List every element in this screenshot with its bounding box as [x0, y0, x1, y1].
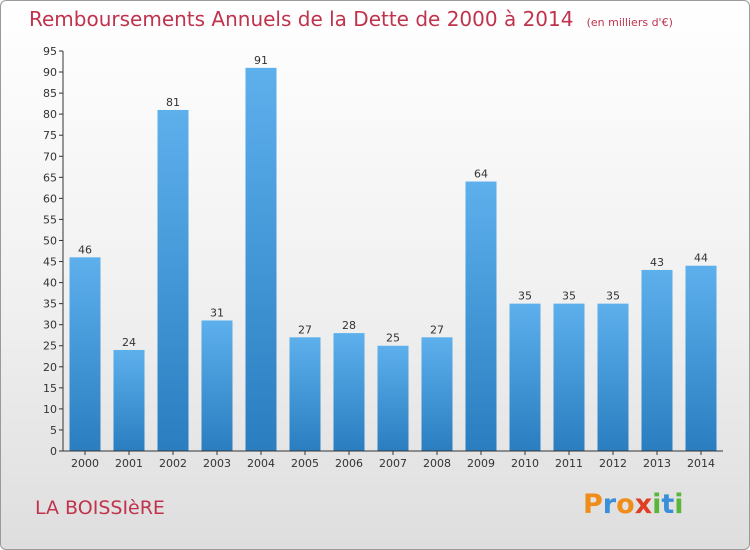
x-tick-label: 2009	[467, 457, 495, 470]
bar-value-label: 43	[650, 256, 664, 269]
title-row: Remboursements Annuels de la Dette de 20…	[29, 7, 673, 31]
bar-value-label: 25	[386, 332, 400, 345]
bar-value-label: 28	[342, 319, 356, 332]
y-tick-label: 20	[43, 361, 57, 374]
bar-value-label: 24	[122, 336, 136, 349]
y-tick-label: 25	[43, 340, 57, 353]
bar-2000	[69, 257, 101, 451]
y-tick-label: 40	[43, 277, 57, 290]
bar-2008	[421, 337, 453, 451]
x-tick-label: 2014	[687, 457, 715, 470]
bar-value-label: 91	[254, 54, 268, 67]
bar-value-label: 46	[78, 243, 92, 256]
bar-2005	[289, 337, 321, 451]
bar-2001	[113, 349, 145, 451]
x-tick-label: 2003	[203, 457, 231, 470]
bar-value-label: 35	[562, 290, 576, 303]
y-tick-label: 95	[43, 45, 57, 58]
bar-value-label: 27	[298, 323, 312, 336]
bar-2010	[509, 303, 541, 451]
x-tick-label: 2002	[159, 457, 187, 470]
x-tick-label: 2012	[599, 457, 627, 470]
y-tick-label: 80	[43, 108, 57, 121]
bar-2009	[465, 181, 497, 452]
logo-letter: x	[634, 489, 653, 520]
bar-2011	[553, 303, 585, 451]
y-tick-label: 0	[50, 445, 57, 458]
chart-title: Remboursements Annuels de la Dette de 20…	[29, 7, 574, 31]
y-tick-label: 10	[43, 403, 57, 416]
y-tick-label: 15	[43, 382, 57, 395]
bar-2014	[685, 265, 717, 451]
y-tick-label: 65	[43, 171, 57, 184]
x-tick-label: 2004	[247, 457, 275, 470]
logo-letter: i	[674, 489, 684, 520]
x-tick-label: 2006	[335, 457, 363, 470]
chart-subtitle: (en milliers d'€)	[586, 16, 673, 29]
proxiti-logo[interactable]: Proxiti	[583, 489, 684, 520]
bar-2007	[377, 345, 409, 451]
y-tick-label: 35	[43, 298, 57, 311]
logo-letter: t	[661, 489, 675, 520]
bar-2013	[641, 269, 673, 451]
x-axis: 2000 2001 2002 2003 2004 2005 2006 2007 2008 2009…	[63, 450, 723, 470]
y-tick-label: 70	[43, 150, 57, 163]
y-tick-label: 75	[43, 129, 57, 142]
bar-value-label: 31	[210, 306, 224, 319]
y-tick-label: 50	[43, 234, 57, 247]
bar-2012	[597, 303, 629, 451]
x-tick-label: 2000	[71, 457, 99, 470]
y-tick-label: 60	[43, 192, 57, 205]
bar-value-label: 27	[430, 323, 444, 336]
y-tick-label: 45	[43, 256, 57, 269]
y-axis: 0 5 10 15 20 25 30 35 40 45 50 55 60 65 70 75 80 85 90 95	[43, 45, 64, 458]
bar-value-label: 35	[518, 290, 532, 303]
logo-letter: o	[616, 489, 635, 520]
y-tick-label: 55	[43, 213, 57, 226]
x-tick-label: 2001	[115, 457, 143, 470]
bar-value-label: 64	[474, 168, 488, 181]
y-tick-label: 90	[43, 66, 57, 79]
bars-group: 46 24 81 31 91 27 28 25 27 64 35 35 35 43 44	[69, 54, 717, 452]
y-tick-label: 5	[50, 424, 57, 437]
logo-letter: r	[602, 489, 617, 520]
x-tick-label: 2008	[423, 457, 451, 470]
y-tick-label: 85	[43, 87, 57, 100]
y-tick-label: 30	[43, 319, 57, 332]
bar-2002	[157, 109, 189, 452]
x-tick-label: 2005	[291, 457, 319, 470]
logo-letter: P	[583, 489, 603, 520]
bar-value-label: 81	[166, 96, 180, 109]
bar-2004	[245, 67, 277, 451]
bar-value-label: 44	[694, 252, 708, 265]
bar-2006	[333, 333, 365, 451]
x-tick-label: 2013	[643, 457, 671, 470]
x-tick-label: 2007	[379, 457, 407, 470]
x-tick-label: 2010	[511, 457, 539, 470]
bar-value-label: 35	[606, 290, 620, 303]
bar-2003	[201, 320, 233, 451]
x-tick-label: 2011	[555, 457, 583, 470]
logo-letter: i	[652, 489, 662, 520]
commune-name: LA BOISSIèRE	[35, 497, 165, 519]
